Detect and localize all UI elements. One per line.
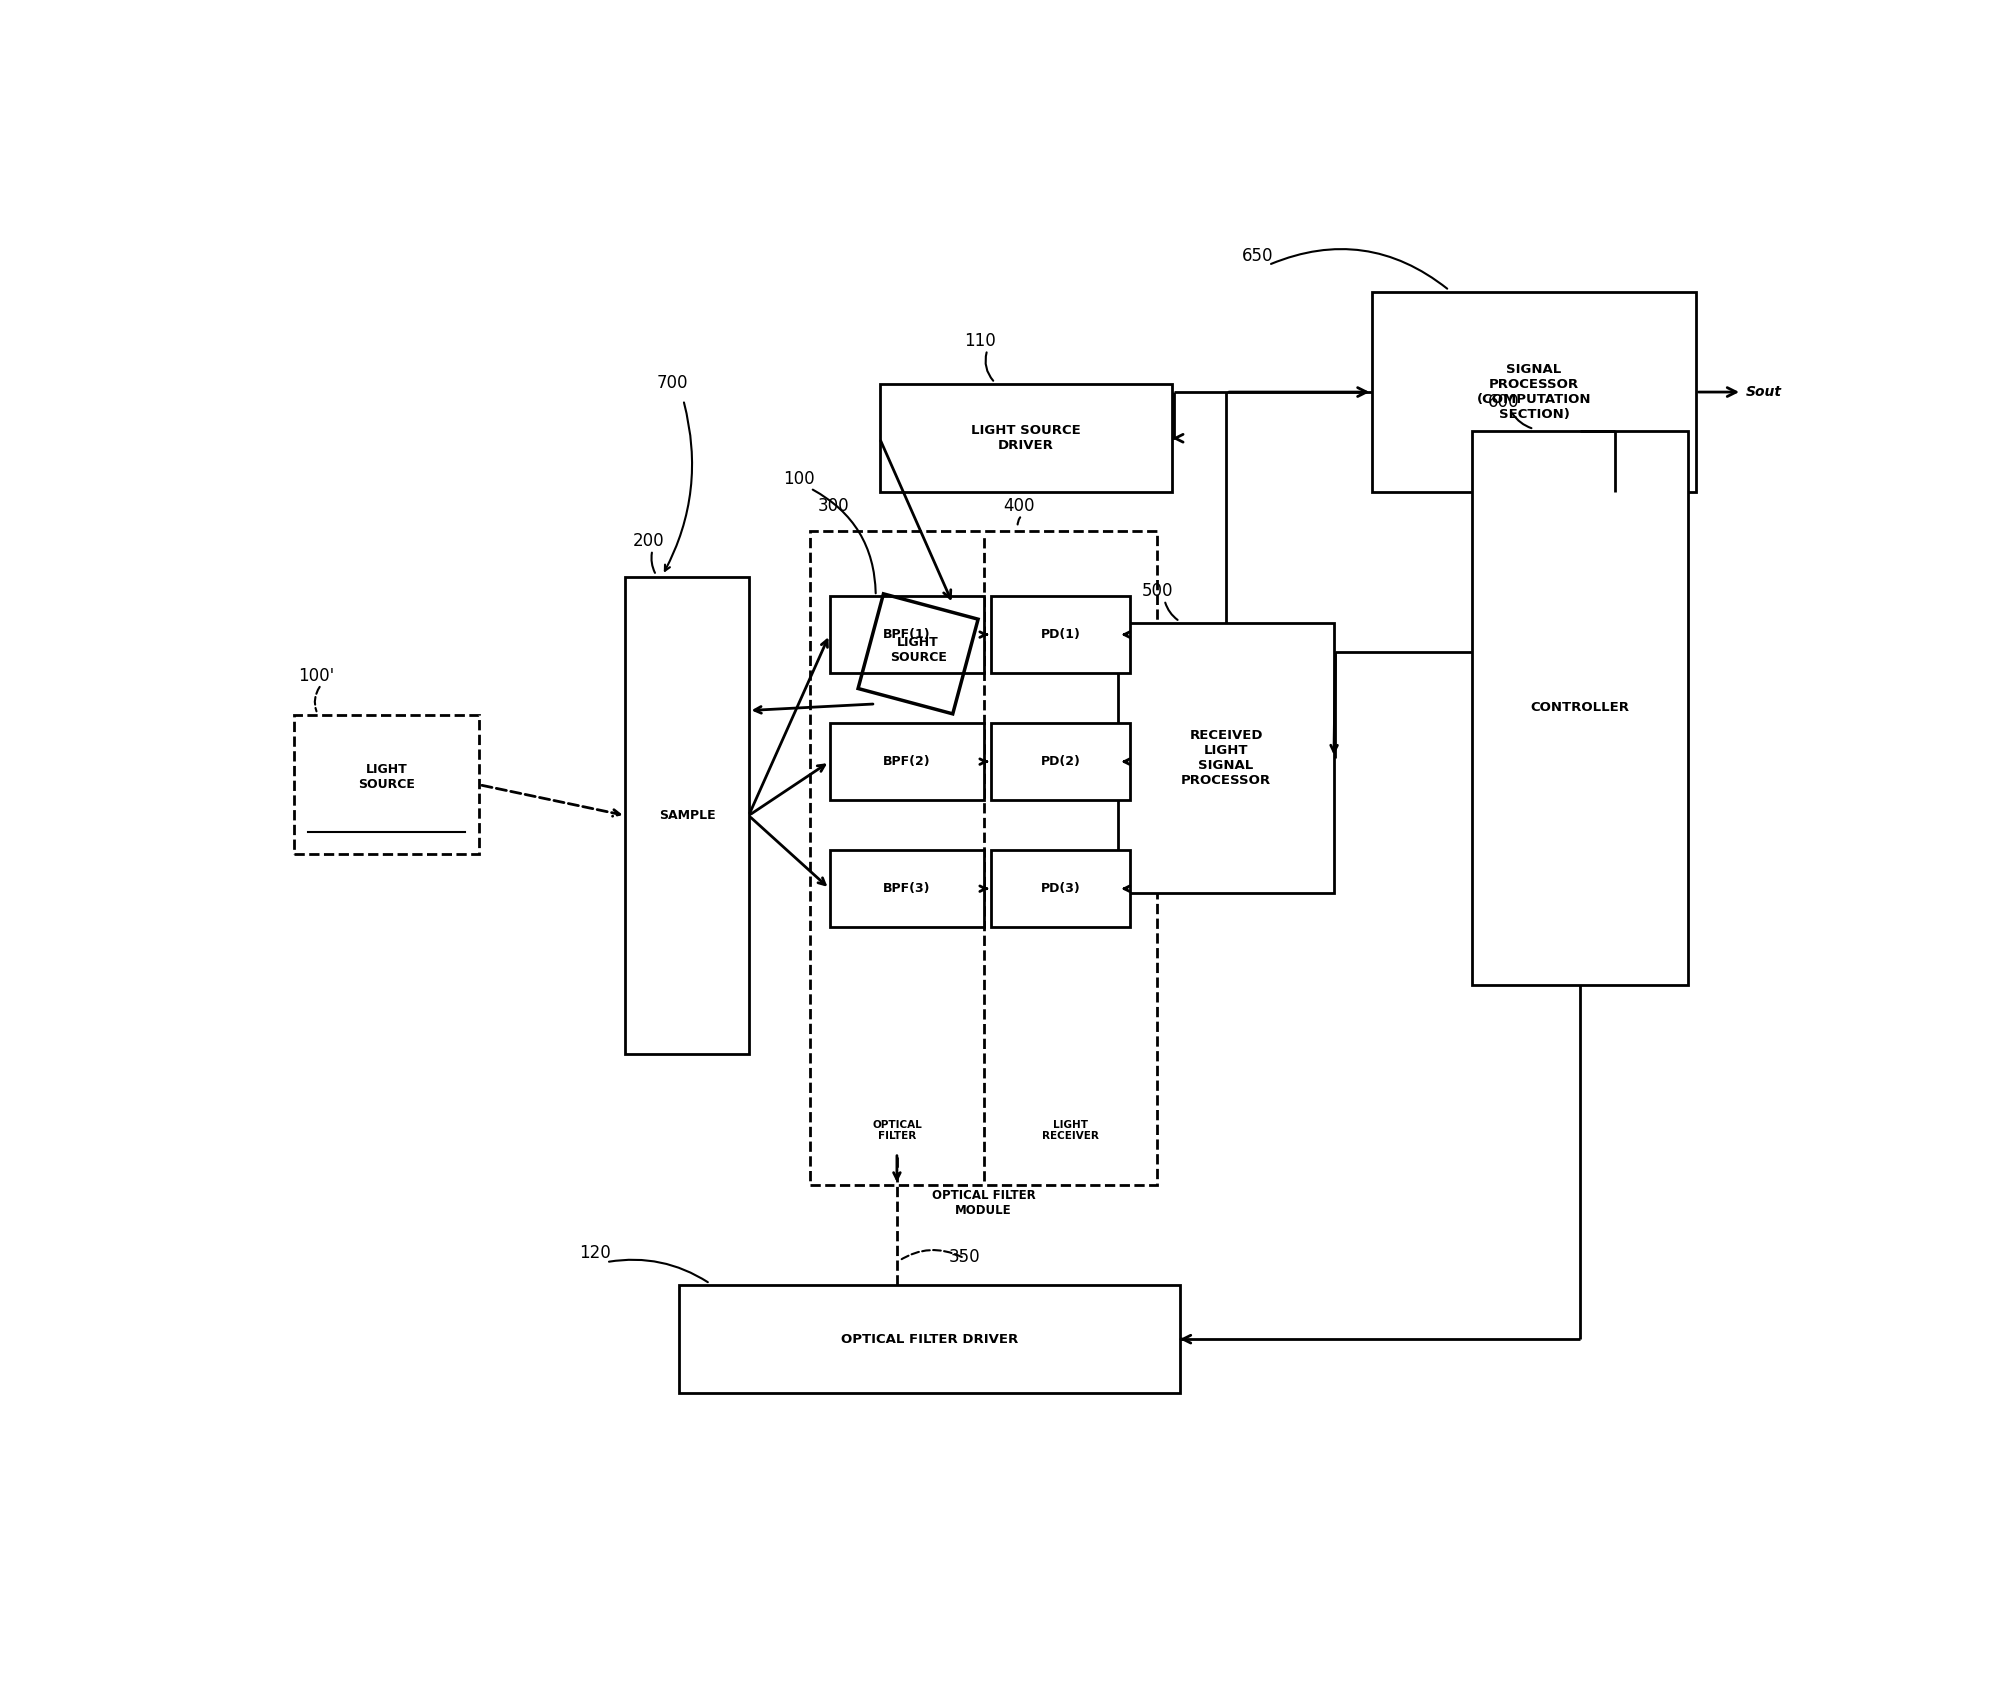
Text: SAMPLE: SAMPLE [658, 809, 714, 822]
Text: PD(1): PD(1) [1040, 629, 1080, 641]
Text: LIGHT
SOURCE: LIGHT SOURCE [359, 763, 415, 792]
FancyBboxPatch shape [829, 724, 983, 800]
Text: OPTICAL FILTER
MODULE: OPTICAL FILTER MODULE [931, 1188, 1036, 1217]
FancyBboxPatch shape [1473, 431, 1688, 985]
Text: 100': 100' [299, 666, 335, 685]
FancyBboxPatch shape [991, 724, 1130, 800]
Text: BPF(1): BPF(1) [883, 629, 931, 641]
Text: 350: 350 [949, 1248, 981, 1266]
Text: 500: 500 [1142, 581, 1172, 600]
FancyBboxPatch shape [991, 851, 1130, 927]
Text: BPF(3): BPF(3) [883, 881, 931, 895]
Text: LIGHT
RECEIVER: LIGHT RECEIVER [1042, 1120, 1098, 1141]
FancyBboxPatch shape [626, 576, 749, 1054]
FancyBboxPatch shape [829, 851, 983, 927]
Text: BPF(2): BPF(2) [883, 756, 931, 768]
Text: 700: 700 [656, 375, 688, 392]
Text: 110: 110 [963, 332, 995, 349]
Text: OPTICAL
FILTER: OPTICAL FILTER [873, 1120, 921, 1141]
Text: 100: 100 [783, 471, 815, 488]
Text: OPTICAL FILTER DRIVER: OPTICAL FILTER DRIVER [841, 1332, 1018, 1346]
Text: SIGNAL
PROCESSOR
(COMPUTATION
SECTION): SIGNAL PROCESSOR (COMPUTATION SECTION) [1477, 363, 1592, 420]
FancyBboxPatch shape [1118, 624, 1335, 893]
FancyBboxPatch shape [295, 715, 480, 854]
Text: 300: 300 [819, 497, 849, 515]
Text: 400: 400 [1004, 497, 1034, 515]
Text: PD(3): PD(3) [1042, 881, 1080, 895]
Text: RECEIVED
LIGHT
SIGNAL
PROCESSOR: RECEIVED LIGHT SIGNAL PROCESSOR [1180, 729, 1270, 786]
FancyBboxPatch shape [829, 597, 983, 673]
Text: PD(2): PD(2) [1040, 756, 1080, 768]
Text: LIGHT
SOURCE: LIGHT SOURCE [889, 636, 947, 664]
FancyBboxPatch shape [991, 597, 1130, 673]
Text: CONTROLLER: CONTROLLER [1531, 702, 1630, 714]
Text: 200: 200 [632, 532, 664, 551]
Text: 650: 650 [1242, 247, 1272, 264]
Text: LIGHT SOURCE
DRIVER: LIGHT SOURCE DRIVER [971, 424, 1080, 453]
FancyBboxPatch shape [1373, 292, 1696, 492]
FancyBboxPatch shape [680, 1285, 1180, 1393]
Text: 120: 120 [580, 1244, 610, 1263]
Text: 600: 600 [1487, 393, 1519, 412]
FancyBboxPatch shape [879, 385, 1172, 492]
Text: Sout: Sout [1746, 385, 1782, 398]
